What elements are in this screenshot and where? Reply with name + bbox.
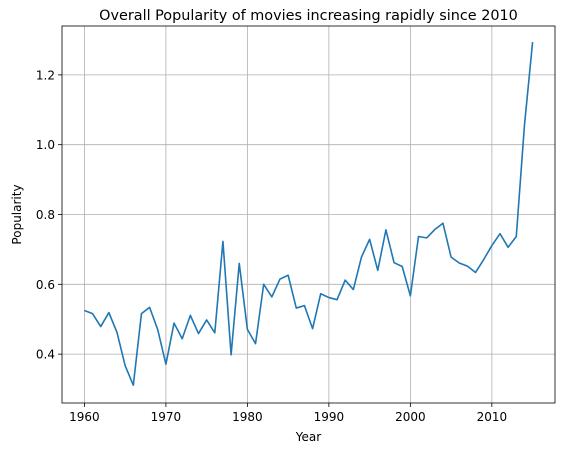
y-tick-label: 1.2 xyxy=(36,68,55,82)
y-tick-label: 0.8 xyxy=(36,208,55,222)
y-tick-label: 0.4 xyxy=(36,348,55,362)
y-axis-label: Popularity xyxy=(10,184,24,244)
x-tick-label: 1980 xyxy=(232,410,263,424)
x-tick-label: 1970 xyxy=(151,410,182,424)
x-tick-label: 2000 xyxy=(395,410,426,424)
x-axis-label: Year xyxy=(295,430,321,444)
x-tick-label: 1960 xyxy=(69,410,100,424)
chart-title: Overall Popularity of movies increasing … xyxy=(99,8,518,24)
series-line xyxy=(84,41,534,387)
series-layer xyxy=(84,41,534,387)
x-tick-label: 1990 xyxy=(314,410,345,424)
ticks: 1960 1970 1980 1990 2000 2010 0.4 0.6 0.8 1.0 1.2 xyxy=(36,68,507,424)
y-tick-label: 0.6 xyxy=(36,278,55,292)
x-tick-label: 2010 xyxy=(477,410,508,424)
y-tick-label: 1.0 xyxy=(36,138,55,152)
grid xyxy=(62,26,555,403)
